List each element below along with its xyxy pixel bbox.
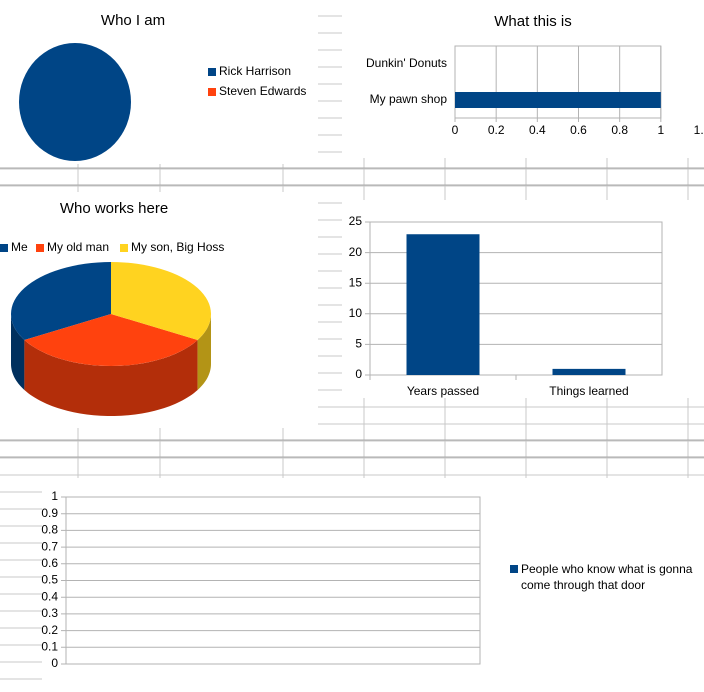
legend-label: My son, Big Hoss bbox=[131, 240, 224, 254]
legend-label: People who know what is gonna come throu… bbox=[521, 562, 693, 592]
chart-title: Who works here bbox=[60, 200, 168, 217]
legend-swatch bbox=[0, 244, 8, 252]
y-tick-label: 25 bbox=[349, 214, 363, 228]
x-tick-label: 0.4 bbox=[529, 123, 546, 137]
bar bbox=[406, 234, 480, 375]
y-tick-label: 0 bbox=[355, 367, 362, 381]
y-tick-label: My pawn shop bbox=[370, 92, 448, 106]
pie-slice bbox=[10, 262, 111, 340]
x-tick-label: 0.8 bbox=[611, 123, 628, 137]
y-tick-label: Dunkin' Donuts bbox=[366, 56, 447, 70]
bar bbox=[455, 92, 661, 108]
y-tick-label: 0.1 bbox=[41, 639, 58, 653]
legend-label: My old man bbox=[47, 240, 109, 254]
pie-slice-side bbox=[197, 314, 211, 390]
x-tick-label: Things learned bbox=[549, 384, 628, 398]
x-tick-label: 0 bbox=[452, 123, 459, 137]
legend-entry: People who know what is gonna come throu… bbox=[521, 562, 693, 592]
pie-slice-side bbox=[24, 340, 198, 416]
y-tick-label: 0.8 bbox=[41, 523, 58, 537]
chart-title: Who I am bbox=[101, 12, 165, 29]
y-tick-label: 0.4 bbox=[41, 589, 58, 603]
x-tick-label: 1 bbox=[657, 123, 664, 137]
legend-swatch bbox=[120, 244, 128, 252]
y-tick-label: 5 bbox=[355, 337, 362, 351]
legend-label: Me bbox=[11, 240, 28, 254]
y-tick-label: 20 bbox=[349, 245, 363, 259]
y-tick-label: 0 bbox=[51, 656, 58, 670]
pie-slice-side bbox=[11, 314, 25, 390]
y-tick-label: 0.5 bbox=[41, 573, 58, 587]
legend-swatch bbox=[510, 565, 518, 573]
y-tick-label: 0.9 bbox=[41, 506, 58, 520]
y-tick-label: 0.7 bbox=[41, 539, 58, 553]
legend-label: Rick Harrison bbox=[219, 64, 291, 78]
x-tick-label: 0.2 bbox=[488, 123, 505, 137]
y-tick-label: 1 bbox=[51, 489, 58, 503]
legend-label: Steven Edwards bbox=[219, 84, 306, 98]
chart-title: What this is bbox=[494, 13, 572, 30]
x-tick-label: 1.2 bbox=[694, 123, 704, 137]
x-tick-label: Years passed bbox=[407, 384, 479, 398]
y-tick-label: 15 bbox=[349, 275, 363, 289]
pie-slice bbox=[111, 262, 211, 340]
y-tick-label: 0.3 bbox=[41, 606, 58, 620]
bar bbox=[552, 368, 626, 375]
y-tick-label: 10 bbox=[349, 306, 363, 320]
y-tick-label: 0.6 bbox=[41, 556, 58, 570]
y-tick-label: 0.2 bbox=[41, 623, 58, 637]
legend-swatch bbox=[208, 88, 216, 96]
pie-slice bbox=[19, 43, 131, 161]
legend-swatch bbox=[208, 68, 216, 76]
legend-swatch bbox=[36, 244, 44, 252]
x-tick-label: 0.6 bbox=[570, 123, 587, 137]
